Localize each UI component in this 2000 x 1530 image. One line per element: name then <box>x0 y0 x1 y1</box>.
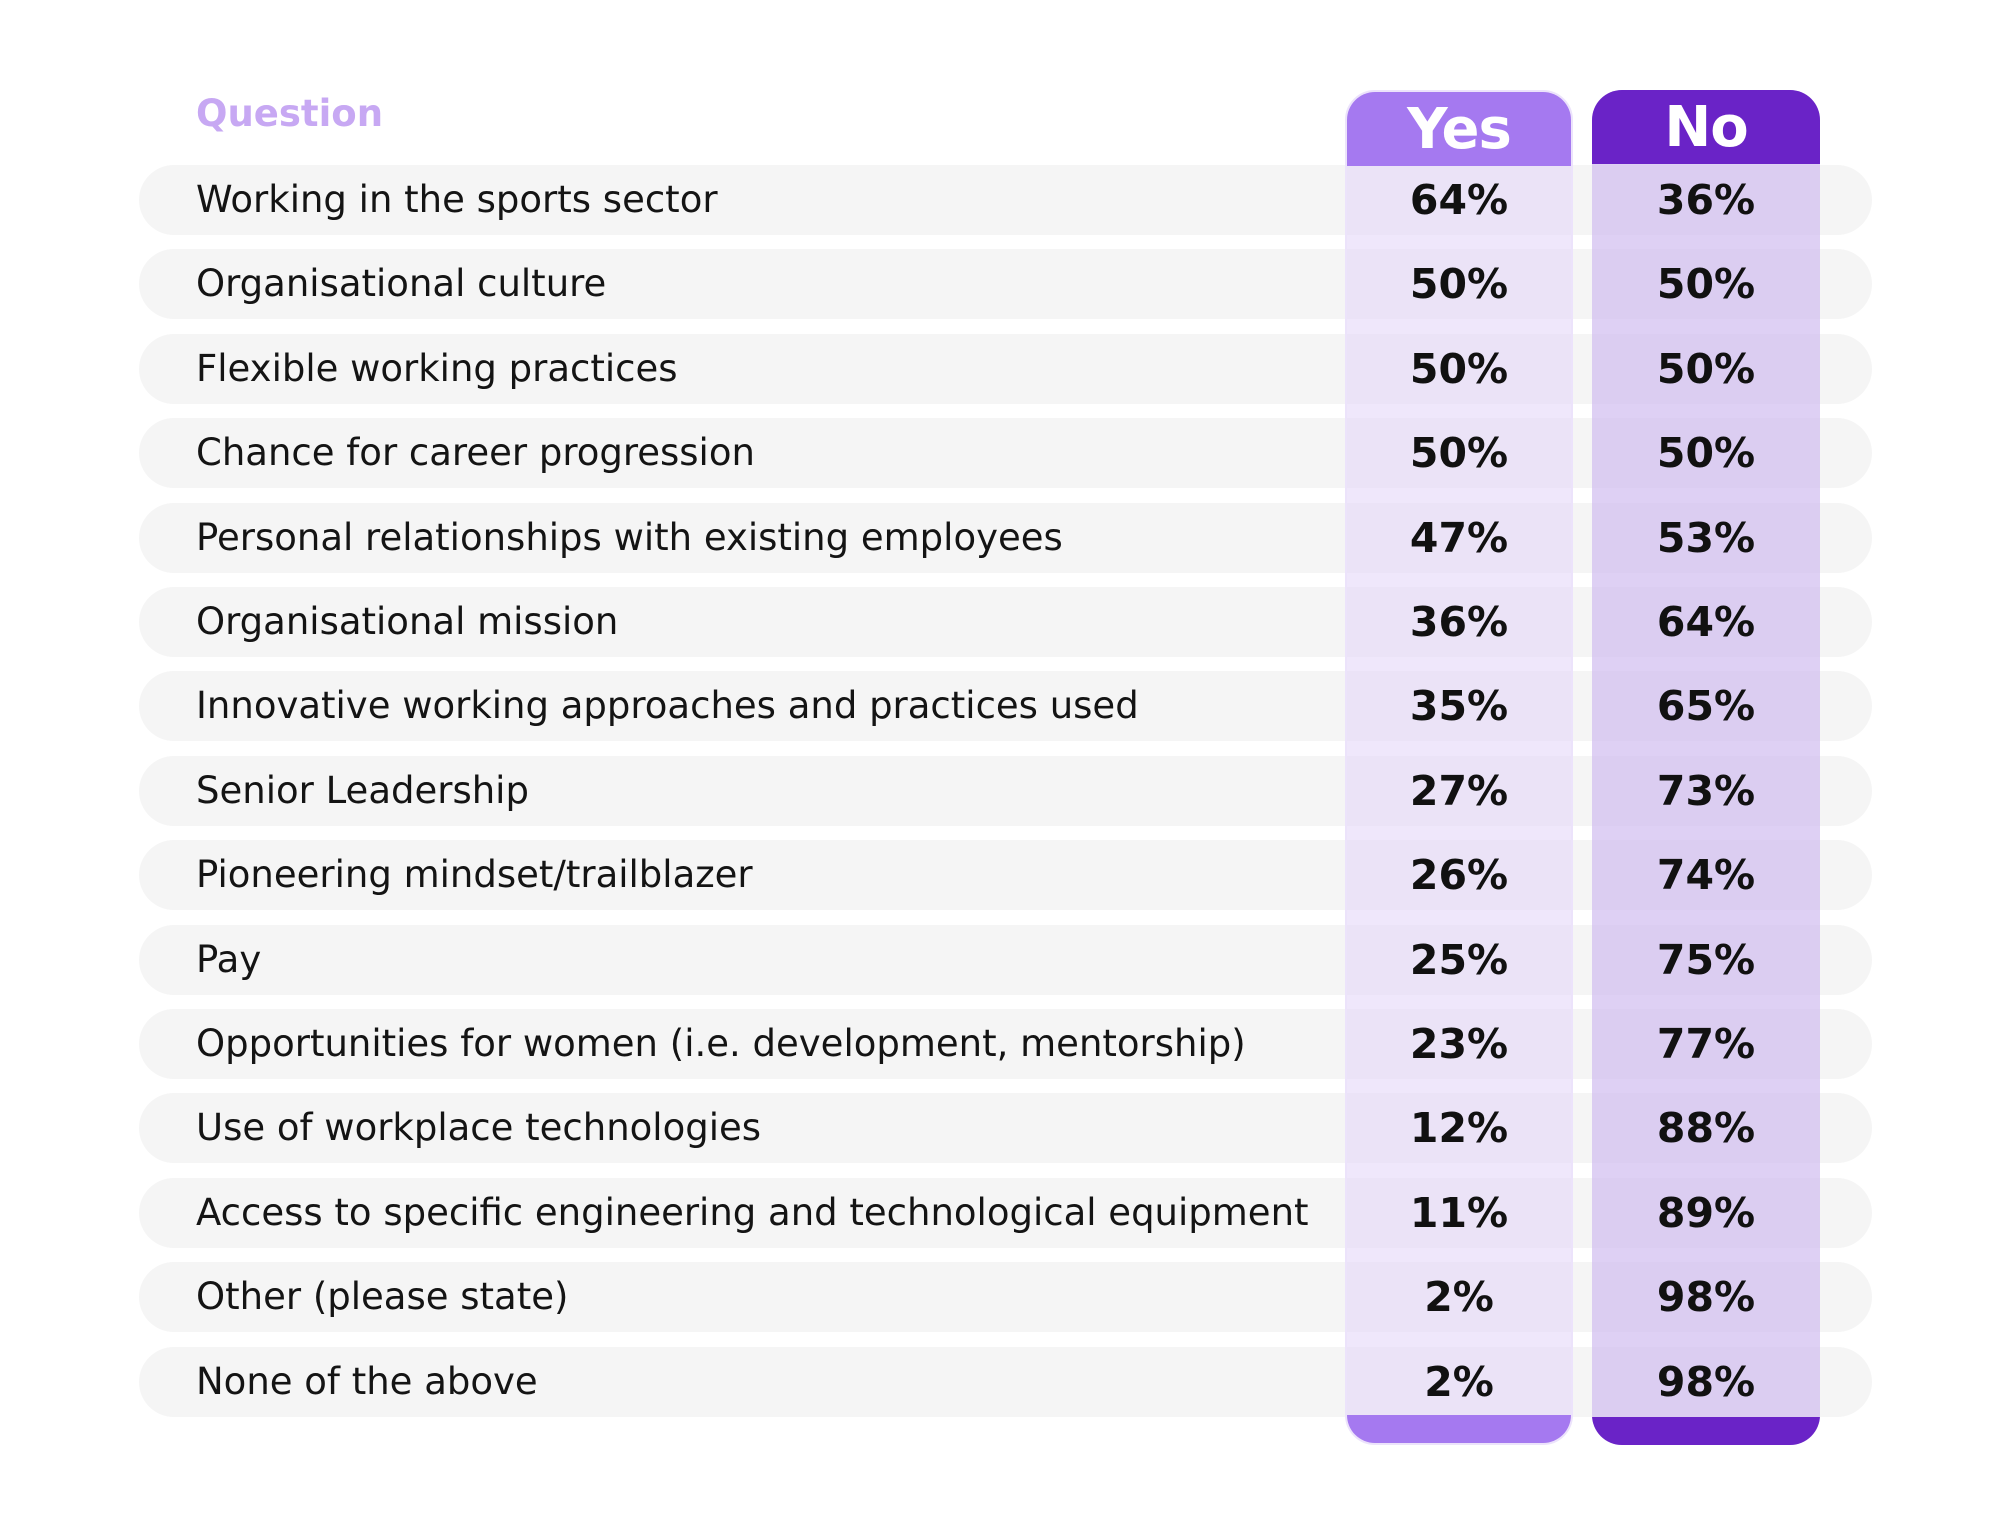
yes-value: 50% <box>1409 429 1509 477</box>
table-row <box>139 1009 1872 1079</box>
no-value: 77% <box>1656 1020 1756 1068</box>
no-value: 74% <box>1656 851 1756 899</box>
no-value: 50% <box>1656 260 1756 308</box>
row-question-label: None of the above <box>196 1360 538 1403</box>
table-row <box>139 925 1872 995</box>
row-question-label: Innovative working approaches and practi… <box>196 684 1139 727</box>
no-value: 50% <box>1656 429 1756 477</box>
no-value: 98% <box>1656 1273 1756 1321</box>
no-value: 64% <box>1656 598 1756 646</box>
yes-value: 64% <box>1409 176 1509 224</box>
yes-value: 11% <box>1409 1189 1509 1237</box>
row-question-label: Organisational mission <box>196 600 619 643</box>
table-row <box>139 1262 1872 1332</box>
table-row <box>139 587 1872 657</box>
yes-column-footer <box>1347 1415 1571 1443</box>
no-value: 98% <box>1656 1358 1756 1406</box>
table-row <box>139 418 1872 488</box>
table-row <box>139 840 1872 910</box>
question-column-header: Question <box>196 92 384 135</box>
yes-value: 12% <box>1409 1104 1509 1152</box>
table-row <box>139 756 1872 826</box>
row-question-label: Pay <box>196 938 262 981</box>
no-value: 36% <box>1656 176 1756 224</box>
yes-value: 2% <box>1424 1273 1494 1321</box>
no-value: 50% <box>1656 345 1756 393</box>
no-column: No <box>1592 90 1820 1445</box>
row-question-label: Flexible working practices <box>196 347 678 390</box>
yes-value: 2% <box>1424 1358 1494 1406</box>
yes-value: 50% <box>1409 260 1509 308</box>
no-value: 65% <box>1656 682 1756 730</box>
table-row <box>139 1178 1872 1248</box>
yes-value: 35% <box>1409 682 1509 730</box>
no-column-footer <box>1592 1417 1820 1445</box>
yes-value: 47% <box>1409 514 1509 562</box>
row-question-label: Pioneering mindset/trailblazer <box>196 853 753 896</box>
row-question-label: Personal relationships with existing emp… <box>196 516 1063 559</box>
no-column-header: No <box>1592 90 1820 164</box>
yes-value: 36% <box>1409 598 1509 646</box>
table-row <box>139 334 1872 404</box>
yes-value: 26% <box>1409 851 1509 899</box>
yes-value: 25% <box>1409 936 1509 984</box>
yes-value: 27% <box>1409 767 1509 815</box>
row-question-label: Chance for career progression <box>196 431 755 474</box>
row-question-label: Other (please state) <box>196 1275 569 1318</box>
no-value: 75% <box>1656 936 1756 984</box>
no-value: 73% <box>1656 767 1756 815</box>
yes-value: 50% <box>1409 345 1509 393</box>
row-question-label: Senior Leadership <box>196 769 529 812</box>
table-row <box>139 503 1872 573</box>
no-value: 89% <box>1656 1189 1756 1237</box>
table-row <box>139 249 1872 319</box>
row-question-label: Access to specific engineering and techn… <box>196 1191 1309 1234</box>
yes-column: Yes <box>1345 90 1573 1445</box>
no-value: 88% <box>1656 1104 1756 1152</box>
yes-column-header: Yes <box>1347 92 1571 166</box>
table-row <box>139 1093 1872 1163</box>
row-question-label: Use of workplace technologies <box>196 1106 762 1149</box>
row-question-label: Opportunities for women (i.e. developmen… <box>196 1022 1246 1065</box>
row-question-label: Working in the sports sector <box>196 178 718 221</box>
yes-value: 23% <box>1409 1020 1509 1068</box>
no-value: 53% <box>1656 514 1756 562</box>
table-row <box>139 165 1872 235</box>
row-question-label: Organisational culture <box>196 262 607 305</box>
table-row <box>139 671 1872 741</box>
table-row <box>139 1347 1872 1417</box>
